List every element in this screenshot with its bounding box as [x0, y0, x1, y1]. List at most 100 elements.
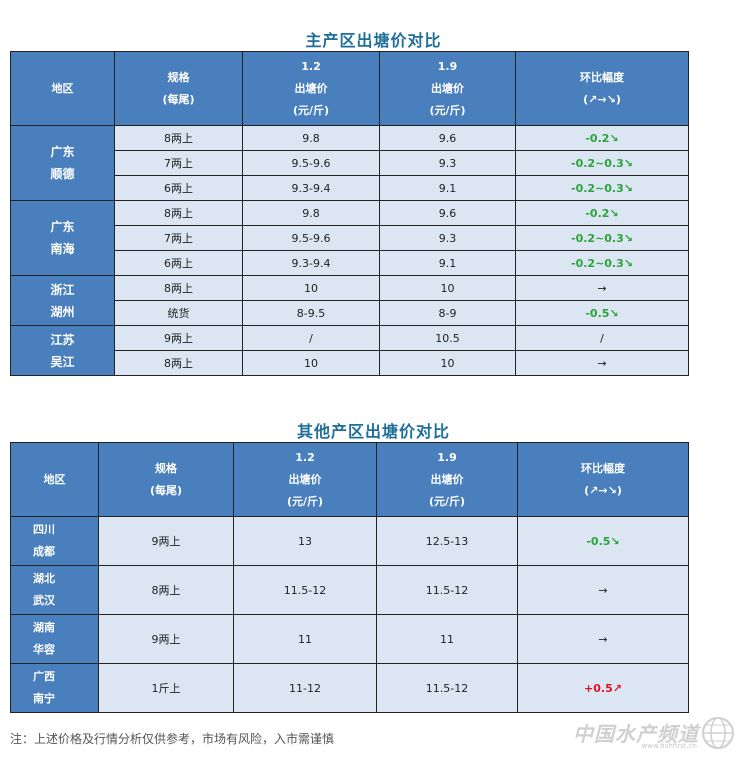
region-cell: 浙江 湖州 — [10, 275, 115, 326]
spec-cell: 1斤上 — [98, 663, 234, 713]
spec-cell: 8两上 — [114, 200, 243, 226]
date2-header: 1.9 出塘价 (元/斤) — [379, 51, 516, 126]
table-header-row: 地区 规格 (每尾) 1.2 出塘价 (元/斤) 1.9 出塘价 (元/斤) 环… — [10, 442, 689, 517]
change-cell: -0.2↘ — [515, 200, 689, 226]
change-header: 环比幅度 (↗→↘) — [515, 51, 689, 126]
table-row: 广西 南宁 1斤上 11-12 11.5-12 +0.5↗ — [10, 663, 689, 713]
region-line2: 成都 — [33, 545, 55, 558]
price2-cell: 8-9 — [379, 300, 516, 326]
region-line1: 广西 — [33, 670, 55, 683]
region-cell: 江苏 吴江 — [10, 325, 115, 376]
spec-cell: 8两上 — [114, 275, 243, 301]
region-line2: 顺德 — [50, 167, 75, 181]
price2-cell: 9.6 — [379, 200, 516, 226]
region-cell: 广西 南宁 — [10, 663, 99, 713]
price2-cell: 9.6 — [379, 125, 516, 151]
spec-cell: 8两上 — [98, 565, 234, 615]
table-row: 8两上 10 10 → — [11, 350, 689, 376]
change-cell: -0.2~0.3↘ — [515, 250, 689, 276]
change-cell: +0.5↗ — [517, 663, 689, 713]
price2-cell: 10.5 — [379, 325, 516, 351]
table-row: 7两上 9.5-9.6 9.3 -0.2~0.3↘ — [11, 150, 689, 176]
price1-cell: 9.3-9.4 — [242, 250, 380, 276]
change-sub-label: (↗→↘) — [584, 483, 622, 497]
price1-cell: 10 — [242, 350, 380, 376]
table-row: 广东 南海 8两上 9.8 9.6 -0.2↘ — [10, 200, 689, 276]
region-line1: 江苏 — [50, 332, 75, 347]
change-cell: / — [515, 325, 689, 351]
region-cell: 湖南 华容 — [10, 614, 99, 664]
table-row: 江苏 吴江 9两上/10.5/ — [10, 325, 689, 376]
region-cell: 广东 南海 — [10, 200, 115, 276]
table-row: 湖南 华容 9两上 11 11 → — [10, 614, 689, 664]
price1-cell: 9.8 — [242, 200, 380, 226]
date1-header: 1.2 出塘价 (元/斤) — [233, 442, 377, 517]
price-label: 出塘价 — [288, 472, 322, 486]
price2-cell: 10 — [379, 350, 516, 376]
region-line2: 华容 — [33, 643, 55, 656]
price1-cell: 9.5-9.6 — [242, 150, 380, 176]
price1-cell: 11-12 — [233, 663, 377, 713]
change-cell: → — [517, 565, 689, 615]
date2-label: 1.9 — [437, 59, 458, 73]
price1-cell: 9.5-9.6 — [242, 225, 380, 251]
table-header-row: 地区 规格 (每尾) 1.2 出塘价 (元/斤) 1.9 出塘价 (元/斤) 环… — [10, 51, 689, 126]
table-row: 四川 成都 9两上 13 12.5-13 -0.5↘ — [10, 516, 689, 566]
change-cell: -0.2~0.3↘ — [515, 150, 689, 176]
change-header: 环比幅度 (↗→↘) — [517, 442, 689, 517]
table1-title: 主产区出塘价对比 — [305, 31, 442, 50]
watermark-url: www.fishfirst.cn — [641, 742, 697, 750]
region-line2: 湖州 — [50, 304, 75, 319]
region-header: 地区 — [10, 442, 99, 517]
price2-cell: 10 — [379, 275, 516, 301]
price1-cell: 13 — [233, 516, 377, 566]
table-row: 浙江 湖州 8两上 10 10 → — [10, 275, 689, 326]
unit-label: (元/斤) — [429, 103, 466, 117]
disclaimer-note: 注：上述价格及行情分析仅供参考，市场有风险，入市需谨慎 — [10, 732, 335, 746]
spec-header-unit: (每尾) — [162, 92, 195, 106]
spec-cell: 7两上 — [114, 225, 243, 251]
table-row: 广东 顺德 8两上 9.8 9.6 -0.2↘ — [10, 125, 689, 201]
spec-cell: 7两上 — [114, 150, 243, 176]
spec-header-unit: (每尾) — [149, 483, 183, 497]
change-sub-label: (↗→↘) — [583, 92, 621, 106]
region-line1: 四川 — [33, 523, 55, 536]
price2-cell: 9.1 — [379, 250, 516, 276]
price-label: 出塘价 — [431, 81, 464, 95]
spec-cell: 8两上 — [114, 350, 243, 376]
spec-cell: 6两上 — [114, 250, 243, 276]
price2-cell: 9.3 — [379, 150, 516, 176]
change-cell: -0.2~0.3↘ — [515, 175, 689, 201]
price1-cell: 9.3-9.4 — [242, 175, 380, 201]
spec-cell: 9两上 — [98, 516, 234, 566]
change-cell: -0.5↘ — [517, 516, 689, 566]
region-line1: 浙江 — [50, 282, 75, 297]
main-region-price-table: 地区 规格 (每尾) 1.2 出塘价 (元/斤) 1.9 出塘价 (元/斤) 环… — [10, 51, 689, 376]
change-cell: -0.2↘ — [515, 125, 689, 151]
region-line2: 南宁 — [33, 692, 55, 705]
price2-cell: 11.5-12 — [376, 663, 518, 713]
region-cell: 四川 成都 — [10, 516, 99, 566]
table-row: 6两上 9.3-9.4 9.1 -0.2~0.3↘ — [11, 175, 689, 201]
date1-label: 1.2 — [295, 450, 315, 464]
spec-cell: 9两上 — [98, 614, 234, 664]
date2-header: 1.9 出塘价 (元/斤) — [376, 442, 518, 517]
change-cell: -0.5↘ — [515, 300, 689, 326]
region-line1: 广东 — [50, 145, 75, 159]
change-cell: → — [517, 614, 689, 664]
price1-cell: 11.5-12 — [233, 565, 377, 615]
price1-cell: / — [242, 325, 380, 351]
price2-cell: 9.1 — [379, 175, 516, 201]
change-cell: → — [515, 275, 689, 301]
change-label: 环比幅度 — [581, 461, 625, 475]
price2-cell: 9.3 — [379, 225, 516, 251]
region-line1: 广东 — [50, 220, 75, 234]
table-row: 7两上 9.5-9.6 9.3 -0.2~0.3↘ — [11, 225, 689, 251]
unit-label: (元/斤) — [292, 103, 330, 117]
unit-label: (元/斤) — [286, 494, 324, 508]
region-line1: 湖北 — [33, 572, 55, 585]
spec-header-label: 规格 — [155, 461, 177, 475]
watermark-text: 中国水产频道 — [573, 722, 699, 746]
spec-cell: 8两上 — [114, 125, 243, 151]
region-header: 地区 — [10, 51, 115, 126]
